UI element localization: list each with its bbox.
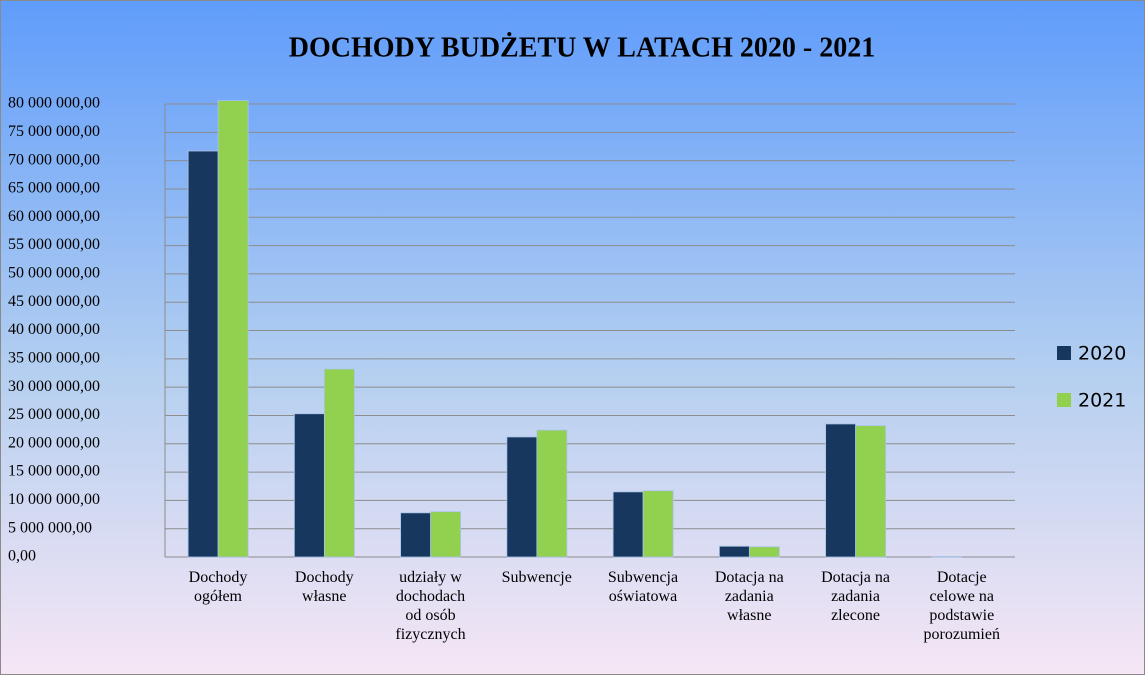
y-tick-label: 75 000 000,00: [8, 123, 100, 140]
x-tick-label: Subwencja oświatowa: [607, 569, 679, 605]
y-tick-label: 60 000 000,00: [8, 208, 100, 225]
bar: [293, 413, 325, 558]
y-tick-label: 15 000 000,00: [8, 463, 100, 480]
bar: [718, 545, 750, 558]
bar: [506, 436, 538, 558]
y-tick-label: 55 000 000,00: [8, 236, 100, 253]
bar: [748, 546, 780, 558]
bar: [187, 150, 219, 558]
y-tick-label: 50 000 000,00: [8, 265, 100, 282]
x-tick-label: Dotacje celowe na podstawie porozumień: [923, 569, 1000, 643]
x-tick-label: udziały w dochodach od osób fizycznych: [395, 569, 466, 643]
chart-title: DOCHODY BUDŻETU W LATACH 2020 - 2021: [289, 32, 876, 63]
y-tick-label: 30 000 000,00: [8, 378, 100, 395]
bar: [430, 511, 462, 558]
y-tick-label: 40 000 000,00: [8, 321, 100, 338]
legend-label: 2020: [1078, 343, 1126, 365]
y-tick-label: 45 000 000,00: [8, 293, 100, 310]
y-tick-label: 10 000 000,00: [8, 491, 100, 508]
bar: [825, 423, 857, 558]
bar: [612, 491, 644, 558]
x-tick-label: Dochody własne: [294, 569, 354, 605]
x-tick-label: Dochody ogółem: [188, 569, 248, 605]
y-tick-label: 35 000 000,00: [8, 349, 100, 366]
x-tick-label: Dotacja na zadania własne: [714, 569, 784, 624]
y-tick-label: 25 000 000,00: [8, 406, 100, 423]
x-tick-label: Dotacja na zadania zlecone: [821, 569, 890, 624]
x-tick-label: Subwencje: [501, 569, 572, 586]
bar: [642, 490, 674, 558]
legend-label: 2021: [1078, 390, 1126, 412]
y-tick-label: 0,00: [8, 548, 36, 565]
legend-swatch: [1057, 346, 1071, 360]
bar: [931, 556, 963, 558]
bar: [217, 100, 249, 558]
y-tick-label: 80 000 000,00: [8, 95, 100, 112]
legend-swatch: [1057, 393, 1071, 407]
bar: [400, 512, 432, 558]
bar: [323, 368, 355, 558]
y-tick-label: 65 000 000,00: [8, 180, 100, 197]
bar: [855, 425, 887, 558]
y-tick-label: 20 000 000,00: [8, 434, 100, 451]
bar: [536, 429, 568, 558]
y-tick-label: 70 000 000,00: [8, 151, 100, 168]
y-tick-label: 5 000 000,00: [8, 519, 92, 536]
